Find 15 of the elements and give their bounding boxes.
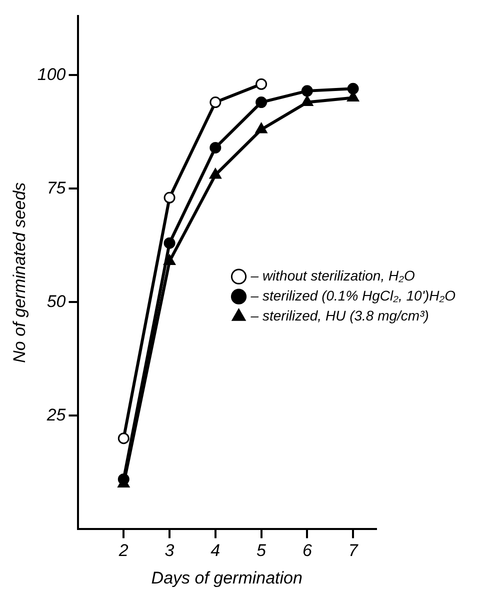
x-tick-label: 4	[210, 541, 220, 560]
y-tick-label: 75	[46, 178, 66, 198]
x-axis-title: Days of germination	[151, 568, 302, 588]
legend-label: – sterilized, HU (3.8 mg/cm³)	[250, 307, 429, 324]
x-tick-label: 7	[348, 541, 358, 560]
x-tick-label: 3	[164, 541, 175, 560]
y-axis-title: No of germinated seeds	[10, 182, 29, 363]
legend-label: – without sterilization, H₂O	[250, 267, 415, 284]
x-tick-label: 2	[118, 541, 129, 560]
x-tick-label: 6	[302, 541, 312, 560]
legend-label: – sterilized (0.1% HgCl₂, 10')H₂O	[250, 287, 456, 304]
x-tick-label: 5	[256, 541, 267, 560]
y-tick-label: 100	[37, 64, 66, 84]
y-tick-label: 25	[46, 405, 66, 424]
y-tick-label: 50	[46, 292, 66, 311]
